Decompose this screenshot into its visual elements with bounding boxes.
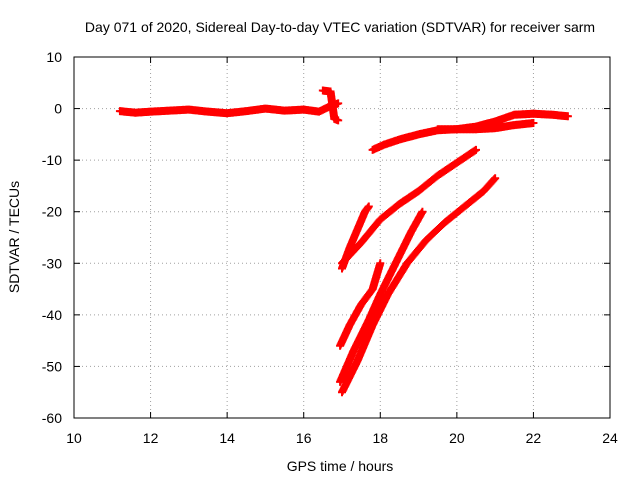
chart-title: Day 071 of 2020, Sidereal Day-to-day VTE… — [85, 19, 595, 35]
data-series — [368, 119, 538, 154]
data-series — [336, 207, 427, 386]
x-tick-label: 24 — [602, 430, 618, 446]
x-tick-label: 22 — [526, 430, 542, 446]
data-point — [376, 259, 385, 268]
x-tick-label: 12 — [143, 430, 159, 446]
x-tick-label: 10 — [66, 430, 82, 446]
data-point — [529, 119, 538, 128]
y-tick-label: -60 — [42, 410, 62, 426]
y-tick-label: 0 — [54, 101, 62, 117]
y-tick-label: -50 — [42, 358, 62, 374]
y-tick-label: -30 — [42, 255, 62, 271]
plot-series — [115, 86, 572, 397]
data-point — [364, 202, 373, 211]
y-tick-label: -40 — [42, 307, 62, 323]
x-tick-label: 14 — [219, 430, 235, 446]
x-ticks: 10 12 14 16 18 20 22 24 — [66, 57, 618, 446]
data-point — [563, 112, 572, 121]
plot-frame — [73, 56, 611, 419]
y-ticks: -60 -50 -40 -30 -20 -10 0 10 — [42, 49, 610, 426]
x-axis-label: GPS time / hours — [287, 458, 394, 474]
x-tick-label: 18 — [372, 430, 388, 446]
data-series — [336, 259, 385, 350]
data-series — [338, 145, 480, 268]
axes — [73, 56, 611, 419]
y-axis-label: SDTVAR / TECUs — [6, 181, 22, 293]
data-series — [433, 109, 572, 134]
y-tick-label: -10 — [42, 152, 62, 168]
data-point — [418, 207, 427, 216]
data-point — [334, 116, 343, 125]
y-tick-label: 10 — [46, 49, 62, 65]
data-series — [318, 86, 343, 125]
y-tick-label: -20 — [42, 204, 62, 220]
data-point — [491, 174, 500, 183]
x-tick-label: 16 — [296, 430, 312, 446]
x-tick-label: 20 — [449, 430, 465, 446]
data-point — [472, 145, 480, 154]
data-series — [338, 174, 500, 397]
data-series — [115, 99, 343, 118]
